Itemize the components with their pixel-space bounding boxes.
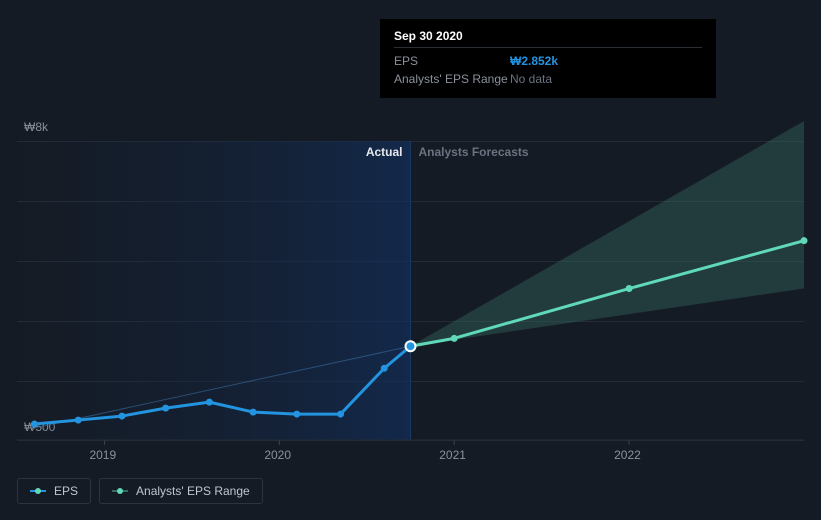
x-axis-tick: 2020 [264,448,291,462]
x-axis-tick: 2021 [439,448,466,462]
tooltip-title: Sep 30 2020 [394,29,702,48]
actual-label: Actual [351,145,403,159]
forecast-label: Analysts Forecasts [419,145,529,159]
legend-label: Analysts' EPS Range [136,484,250,498]
tooltip-key-eps: EPS [394,54,510,68]
tooltip: Sep 30 2020 EPS ₩2.852k Analysts' EPS Ra… [380,19,716,98]
legend-label: EPS [54,484,78,498]
tooltip-key-range: Analysts' EPS Range [394,72,510,86]
legend-range[interactable]: Analysts' EPS Range [99,478,263,504]
x-axis-tick: 2022 [614,448,641,462]
x-axis-tick: 2019 [89,448,116,462]
tooltip-val-range: No data [510,72,552,86]
legend-eps[interactable]: EPS [17,478,91,504]
legend: EPS Analysts' EPS Range [17,478,263,504]
tooltip-val-eps: ₩2.852k [510,54,558,68]
eps-chart: ₩8k ₩500 Actual Analysts Forecasts 20192… [0,0,821,520]
